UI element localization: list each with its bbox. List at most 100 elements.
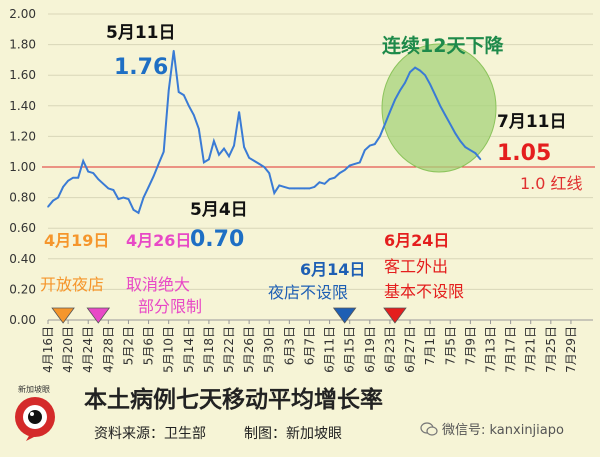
x-tick-label: 7月17日 [504, 326, 518, 373]
annotation-decline: 连续12天下降 [382, 34, 504, 57]
x-tick-label: 5月30日 [262, 326, 276, 373]
event-marker [51, 307, 75, 324]
data-point [82, 160, 84, 162]
y-tick-label: 1.60 [9, 68, 36, 82]
data-point [434, 94, 436, 96]
y-tick-label: 0.60 [9, 221, 36, 235]
data-point [117, 198, 120, 200]
data-point [469, 149, 472, 151]
data-point [177, 91, 180, 93]
data-point [77, 176, 79, 179]
data-point [404, 82, 406, 84]
event-2-line-1: 取消绝大 [126, 275, 190, 294]
data-point [213, 140, 215, 142]
x-tick-label: 4月16日 [41, 326, 55, 373]
data-point [399, 89, 401, 92]
event-4-line-1: 客工外出 [384, 257, 448, 276]
annotation-low-date: 5月4日 [190, 200, 248, 220]
data-point [353, 163, 356, 165]
data-point [248, 157, 250, 159]
data-point [102, 183, 105, 185]
x-tick-label: 4月24日 [81, 326, 95, 373]
data-point [167, 89, 170, 92]
x-tick-label: 4月20日 [61, 326, 75, 373]
event-2-title: 4月26日 [126, 231, 191, 250]
data-point [454, 132, 457, 135]
x-tick-label: 5月10日 [162, 326, 176, 373]
y-tick-label: 0.00 [9, 313, 36, 327]
y-tick-label: 1.40 [9, 99, 36, 113]
annotation-peak-date: 5月11日 [106, 23, 176, 43]
chart-credit: 制图：新加坡眼 [244, 426, 342, 442]
data-point [293, 187, 296, 190]
data-point [323, 183, 326, 185]
x-tick-label: 6月3日 [282, 326, 296, 365]
data-point [318, 181, 321, 184]
data-point [429, 83, 431, 86]
series-points [47, 49, 482, 214]
data-point [127, 198, 130, 200]
y-tick-label: 0.80 [9, 191, 36, 205]
event-marker [383, 307, 407, 324]
data-source: 资料来源：卫生部 [94, 426, 206, 442]
data-point [389, 111, 391, 113]
data-point [157, 163, 160, 165]
event-marker [86, 307, 111, 324]
annotation-peak-value: 1.76 [114, 55, 168, 80]
reference-line-label: 1.0 红线 [520, 174, 583, 193]
y-tick-label: 1.20 [9, 129, 36, 143]
annotation-last-value: 1.05 [497, 141, 551, 166]
event-3-line-1: 夜店不设限 [268, 283, 348, 302]
data-point [374, 143, 376, 145]
data-point [187, 105, 190, 107]
data-point [142, 196, 145, 199]
annotation-low-value: 0.70 [190, 227, 244, 252]
data-point [182, 94, 185, 96]
wechat-icon [420, 421, 438, 436]
data-point [238, 111, 240, 113]
event-1-title: 4月19日 [44, 231, 109, 250]
x-tick-label: 6月27日 [403, 326, 417, 373]
wechat-id: 微信号: kanxinjiapo [420, 419, 564, 438]
data-point [147, 186, 150, 188]
data-point [258, 163, 260, 165]
x-tick-label: 7月5日 [443, 326, 457, 365]
data-point [298, 187, 301, 190]
data-point [358, 161, 361, 164]
data-point [223, 147, 225, 150]
data-point [57, 196, 59, 199]
data-point [273, 192, 276, 194]
decline-highlight [381, 43, 497, 173]
chart: 0.00 0.20 0.40 0.60 0.80 1.00 1.20 1.40 1.60 1.80… [9, 7, 595, 373]
data-point [449, 123, 452, 125]
data-point [303, 187, 306, 190]
data-point [409, 71, 411, 73]
logo-text: 新加坡眼 [18, 385, 50, 394]
data-point [333, 176, 336, 179]
event-1-line-1: 开放夜店 [40, 275, 104, 294]
x-tick-label: 5月14日 [182, 326, 196, 373]
y-tick-labels: 0.00 0.20 0.40 0.60 0.80 1.00 1.20 1.40 1.60 1.80… [9, 7, 36, 327]
data-point [152, 175, 155, 177]
data-point [92, 172, 95, 174]
y-tick-label: 1.80 [9, 38, 36, 52]
data-point [137, 212, 140, 214]
data-point [283, 186, 286, 188]
x-tick-label: 4月28日 [101, 326, 115, 373]
data-point [47, 205, 49, 208]
data-point [132, 209, 135, 211]
y-tick-label: 0.40 [9, 252, 36, 266]
data-point [112, 189, 115, 191]
data-point [313, 186, 316, 188]
data-point [338, 172, 341, 174]
data-point [328, 178, 331, 181]
data-point [172, 49, 175, 52]
data-point [414, 66, 416, 69]
data-point [208, 158, 210, 161]
event-markers [51, 307, 407, 324]
data-point [228, 155, 230, 158]
data-point [343, 169, 346, 171]
data-point [474, 152, 477, 155]
annotation-last-date: 7月11日 [497, 112, 567, 132]
data-point [419, 69, 421, 72]
